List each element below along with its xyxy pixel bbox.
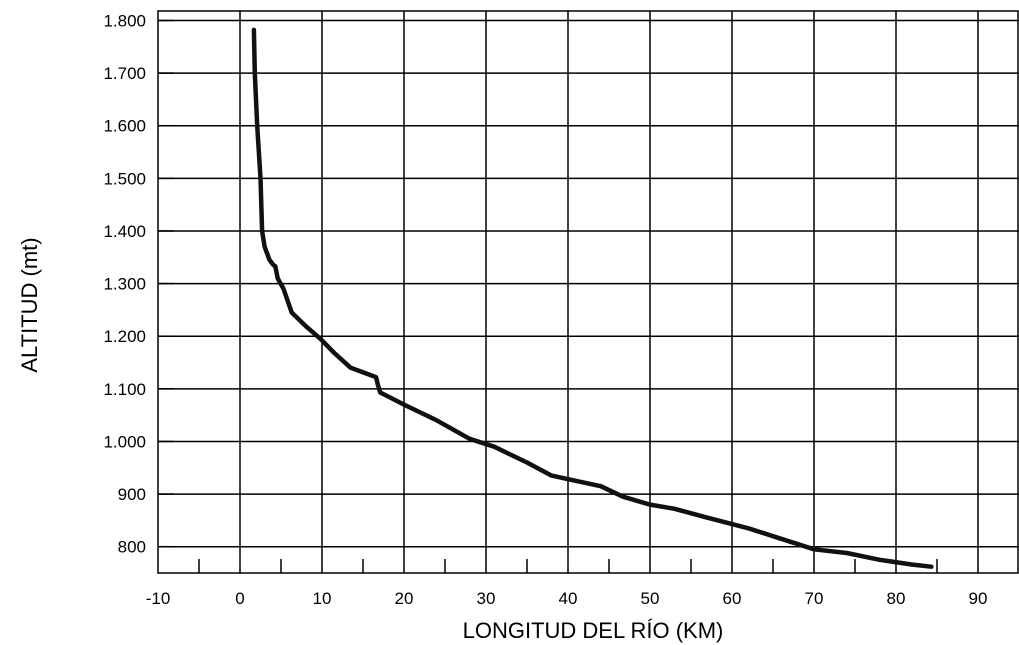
y-tick-label: 1.200 <box>103 327 146 346</box>
x-tick-label: 0 <box>235 589 244 608</box>
minor-ticks <box>158 19 938 573</box>
x-tick-label: 60 <box>723 589 742 608</box>
y-tick-label: 1.800 <box>103 11 146 30</box>
y-tick-label: 1.300 <box>103 275 146 294</box>
x-tick-label: 90 <box>969 589 988 608</box>
x-axis-label: LONGITUD DEL RÍO (KM) <box>463 618 724 643</box>
x-tick-label: 40 <box>559 589 578 608</box>
altitude-profile-line <box>251 27 934 569</box>
y-tick-label: 1.100 <box>103 380 146 399</box>
x-tick-label: 10 <box>313 589 332 608</box>
x-tick-label: -10 <box>146 589 171 608</box>
x-tick-label: 80 <box>887 589 906 608</box>
y-tick-label: 1.700 <box>103 64 146 83</box>
x-tick-label: 70 <box>805 589 824 608</box>
y-tick-label: 1.000 <box>103 432 146 451</box>
y-tick-label: 1.500 <box>103 169 146 188</box>
grid-lines <box>158 11 1019 573</box>
y-tick-label: 1.400 <box>103 222 146 241</box>
x-tick-labels: -10 0 10 20 30 40 50 60 70 80 90 <box>146 589 988 608</box>
y-tick-labels: 800 900 1.000 1.100 1.200 1.300 1.400 1.500 1.60… <box>103 11 146 556</box>
plot-frame <box>157 10 1019 574</box>
x-tick-label: 50 <box>641 589 660 608</box>
x-tick-label: 20 <box>395 589 414 608</box>
y-tick-label: 900 <box>118 485 146 504</box>
x-tick-label: 30 <box>477 589 496 608</box>
y-tick-label: 1.600 <box>103 117 146 136</box>
y-tick-label: 800 <box>118 538 146 557</box>
y-axis-label: ALTITUD (mt) <box>17 237 42 372</box>
